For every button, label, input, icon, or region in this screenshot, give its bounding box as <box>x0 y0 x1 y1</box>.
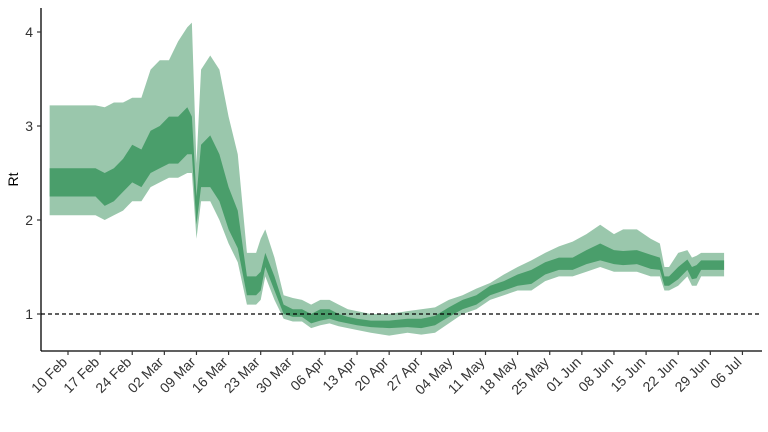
x-tick-label: 06 Apr <box>287 354 327 394</box>
y-tick-label: 4 <box>25 24 33 40</box>
credible-interval-bands <box>49 22 725 336</box>
y-axis-ticks: 1 2 3 4 <box>25 24 41 322</box>
x-tick-label: 15 Jun <box>607 354 648 395</box>
x-tick-label: 22 Jun <box>639 354 680 395</box>
outer-credible-band <box>49 22 725 336</box>
x-tick-label: 01 Jun <box>543 354 584 395</box>
y-tick-label: 2 <box>25 212 33 228</box>
axes <box>40 8 762 352</box>
inner-credible-band <box>49 107 725 329</box>
y-tick-label: 3 <box>25 118 33 134</box>
x-tick-label: 20 Apr <box>351 354 391 394</box>
x-tick-label: 29 Jun <box>671 354 712 395</box>
x-tick-label: 30 Mar <box>253 354 295 396</box>
x-tick-label: 08 Jun <box>575 354 616 395</box>
x-tick-label: 06 Jul <box>707 354 745 392</box>
x-tick-label: 13 Apr <box>319 354 359 394</box>
y-axis-title: Rt <box>5 172 21 186</box>
y-tick-label: 1 <box>25 306 33 322</box>
